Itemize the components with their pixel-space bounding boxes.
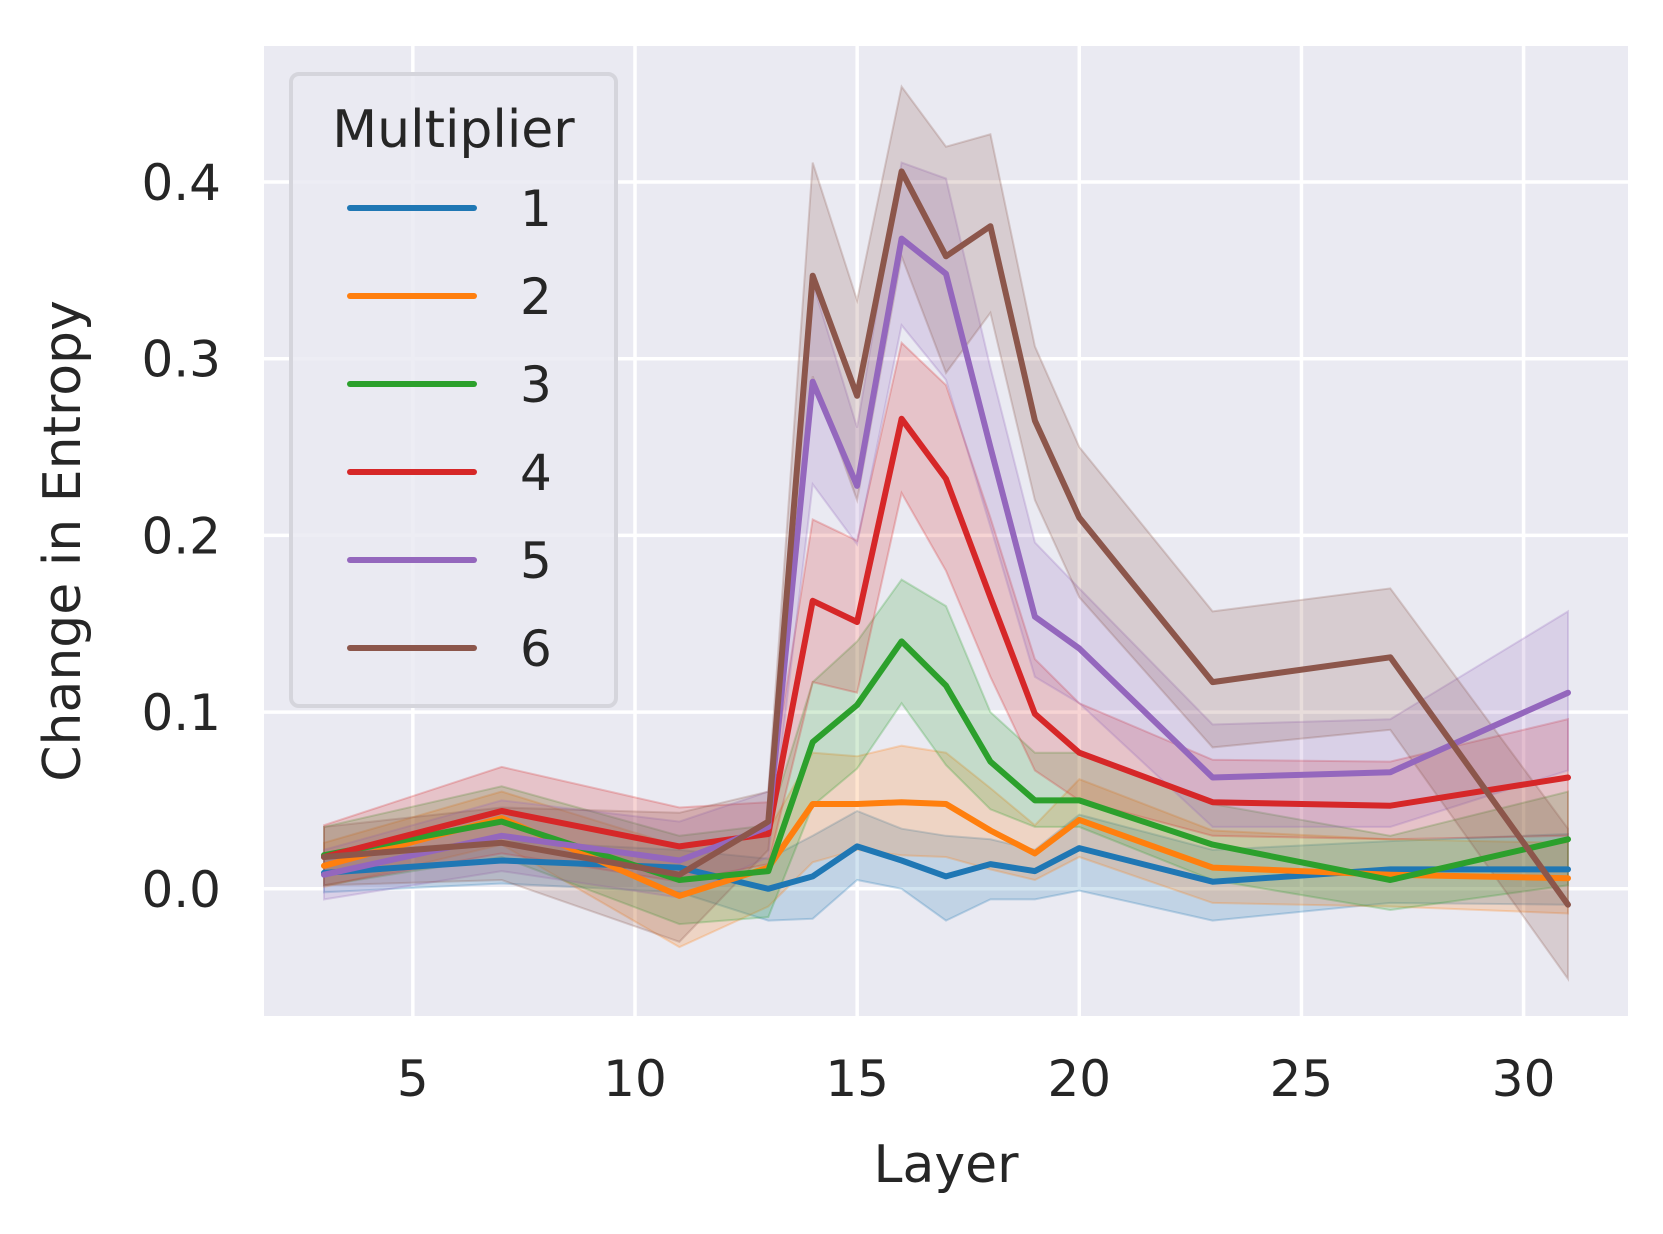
- y-tick-label: 0.4: [141, 154, 221, 212]
- legend-label-4: 4: [520, 444, 552, 502]
- legend-label-3: 3: [520, 356, 552, 414]
- y-tick-label: 0.2: [141, 507, 221, 565]
- legend-label-6: 6: [520, 620, 552, 678]
- legend-label-2: 2: [520, 268, 552, 326]
- x-tick-label: 20: [1047, 1050, 1111, 1108]
- confidence-band-2: [323, 744, 1569, 949]
- legend-box: [289, 72, 618, 708]
- series-line-1: [321, 843, 1571, 892]
- legend-items: 1 2 3 4 5 6: [347, 180, 552, 678]
- legend-label-1: 1: [520, 180, 552, 238]
- x-tick-label: 15: [825, 1050, 889, 1108]
- legend: Multiplier 1 2 3 4 5 6: [289, 72, 618, 708]
- series-line-4: [321, 415, 1571, 860]
- y-tick-label: 0.1: [141, 684, 221, 742]
- legend-label-5: 5: [520, 532, 552, 590]
- y-tick-label: 0.0: [141, 861, 221, 919]
- legend-title: Multiplier: [332, 100, 575, 160]
- x-tick-label: 25: [1270, 1050, 1334, 1108]
- x-tick-label: 30: [1492, 1050, 1556, 1108]
- series-line-3: [321, 638, 1571, 883]
- y-axis-label: Change in Entropy: [33, 300, 93, 782]
- y-tick-label: 0.3: [141, 331, 221, 389]
- series-lines: [321, 168, 1571, 908]
- y-axis-ticks: 0.0 0.1 0.2 0.3 0.4: [141, 154, 221, 919]
- x-tick-label: 5: [397, 1050, 429, 1108]
- x-axis-ticks: 5 10 15 20 25 30: [397, 1050, 1555, 1108]
- x-tick-label: 10: [603, 1050, 667, 1108]
- series-line-6: [321, 168, 1571, 908]
- series-line-5: [321, 235, 1571, 878]
- x-axis-label: Layer: [874, 1135, 1020, 1195]
- series-line-2: [321, 799, 1571, 899]
